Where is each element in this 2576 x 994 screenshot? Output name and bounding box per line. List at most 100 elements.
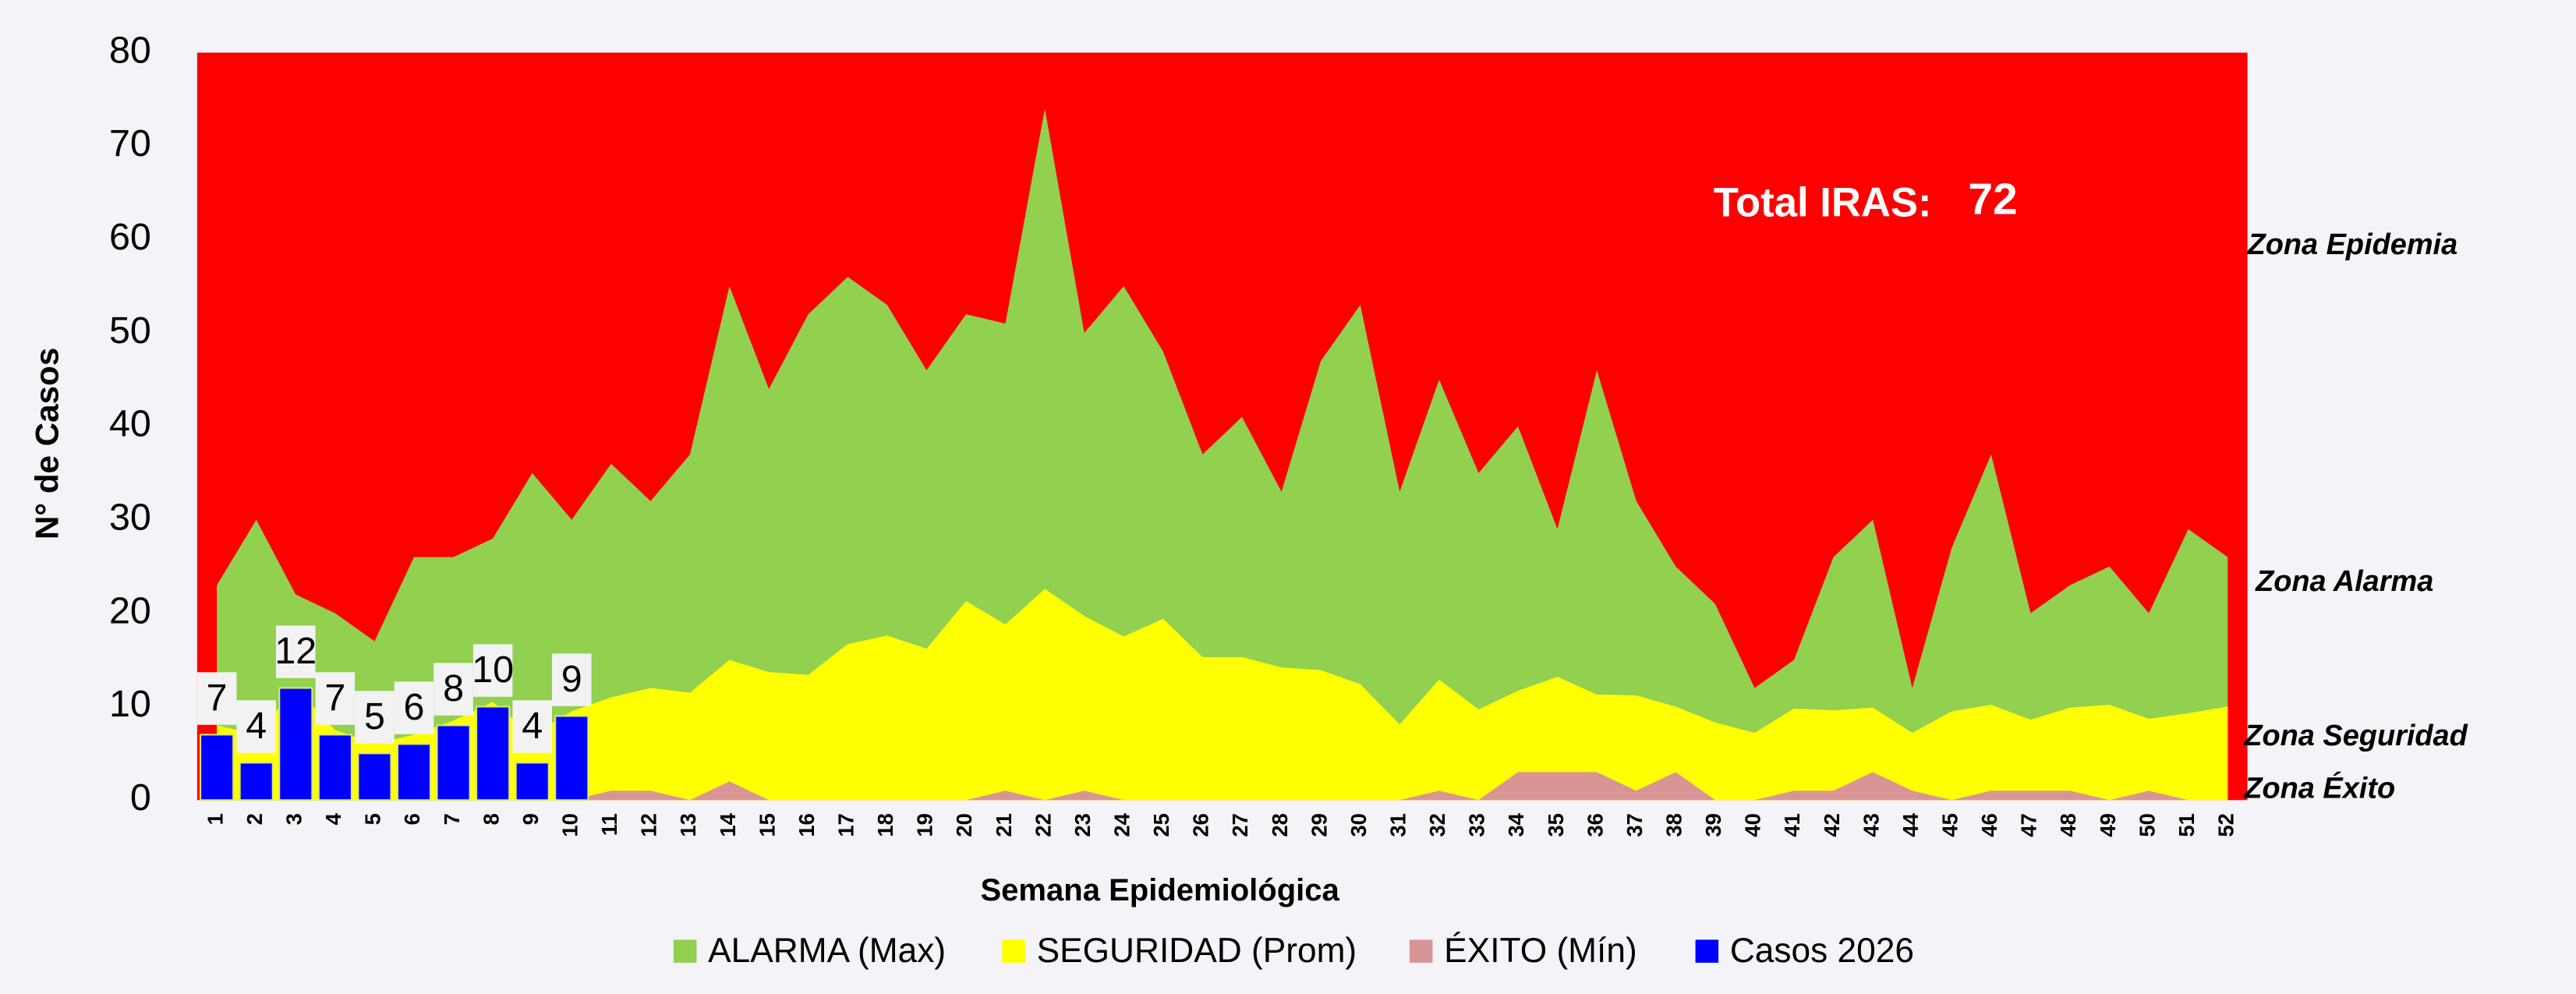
data-label: 6 [404,686,425,728]
x-tick-label: 28 [1268,813,1292,837]
x-tick-label: 11 [597,813,621,836]
y-tick-label: 0 [130,776,151,819]
zone-label: Zona Epidemia [2247,228,2458,261]
x-tick-label: 45 [1938,813,1962,837]
annotation: Total IRAS: [1714,179,1932,225]
y-tick-label: 20 [109,589,151,631]
x-tick-label: 38 [1662,813,1686,837]
legend-swatch [1695,939,1719,963]
y-tick-label: 30 [109,497,151,539]
annotation: 72 [1968,174,2017,224]
data-label: 10 [472,649,514,691]
x-tick-label: 22 [1031,813,1055,837]
legend-swatch [1409,939,1433,963]
x-tick-label: 18 [873,813,897,837]
x-tick-label: 33 [1465,813,1489,837]
x-tick-label: 47 [2017,813,2041,837]
bar [200,734,235,801]
x-tick-label: 27 [1228,813,1252,837]
x-tick-label: 41 [1780,813,1804,837]
y-tick-label: 70 [109,122,151,164]
y-tick-label: 80 [109,29,151,71]
x-tick-label: 52 [2214,813,2238,837]
x-tick-label: 49 [2096,813,2120,837]
x-tick-label: 2 [242,813,267,825]
x-tick-label: 35 [1544,813,1568,837]
x-tick-label: 43 [1859,813,1883,837]
data-label-box [196,672,237,725]
x-tick-label: 46 [1977,813,2001,837]
data-label-box [315,672,356,725]
y-axis-title: N° de Casos [28,348,65,539]
data-label: 8 [443,667,464,709]
data-label: 4 [522,705,543,747]
legend-label: ALARMA (Max) [708,932,946,970]
x-tick-label: 12 [637,813,661,837]
x-tick-label: 14 [716,812,740,837]
bar [357,752,392,801]
x-tick-label: 19 [913,813,937,837]
legend-swatch [1002,939,1025,963]
data-label: 4 [246,705,267,747]
area [217,589,2228,801]
y-tick-label: 10 [109,683,151,725]
x-tick-label: 30 [1346,813,1371,837]
x-tick-label: 6 [400,813,424,825]
y-tick-label: 60 [109,216,151,258]
data-label-box [236,700,276,753]
x-tick-label: 16 [794,813,819,837]
data-label-box [355,691,395,744]
bar [436,724,471,801]
bar [554,715,589,801]
x-tick-label: 31 [1386,813,1410,837]
x-tick-label: 1 [203,813,227,825]
data-label: 7 [207,677,228,719]
data-label: 7 [324,677,345,719]
x-tick-label: 36 [1583,813,1607,837]
data-label: 12 [274,630,317,672]
x-tick-label: 51 [2174,813,2199,837]
y-tick-label: 40 [109,403,151,445]
data-label-box [394,681,434,734]
data-label-box [552,653,592,706]
data-label: 9 [561,658,582,700]
x-tick-label: 29 [1307,813,1331,837]
x-tick-label: 5 [361,813,385,825]
area [217,772,2228,801]
bar [476,706,511,801]
x-tick-label: 48 [2056,813,2080,837]
legend-label: SEGURIDAD (Prom) [1037,932,1357,970]
x-tick-label: 42 [1820,813,1844,837]
zone-label: Zona Éxito [2243,771,2395,805]
x-tick-label: 34 [1504,812,1528,837]
data-label-box [276,625,316,678]
x-tick-label: 20 [952,813,976,837]
x-tick-label: 13 [676,813,700,837]
legend-label: ÉXITO (Mín) [1444,932,1637,970]
x-tick-label: 17 [834,813,858,837]
x-tick-label: 4 [321,812,345,825]
x-tick-label: 25 [1149,813,1173,837]
data-label-box [433,663,473,716]
area [217,108,2228,801]
x-axis-title: Semana Epidemiológica [980,873,1339,907]
x-tick-label: 9 [518,813,543,825]
bar [278,687,313,801]
x-tick-label: 40 [1741,813,1765,837]
legend-label: Casos 2026 [1730,932,1914,970]
x-tick-label: 44 [1898,812,1923,837]
data-label: 5 [364,695,385,738]
x-tick-label: 21 [992,813,1016,837]
bar [396,743,432,801]
x-tick-label: 7 [440,813,464,825]
x-tick-label: 39 [1701,813,1725,837]
legend-swatch [673,939,697,963]
x-tick-label: 32 [1425,813,1449,837]
bar [515,762,550,801]
bar [317,734,352,801]
zone-label: Zona Alarma [2255,565,2433,598]
y-tick-label: 50 [109,310,151,352]
x-tick-label: 26 [1189,813,1213,837]
x-tick-label: 50 [2135,813,2159,837]
